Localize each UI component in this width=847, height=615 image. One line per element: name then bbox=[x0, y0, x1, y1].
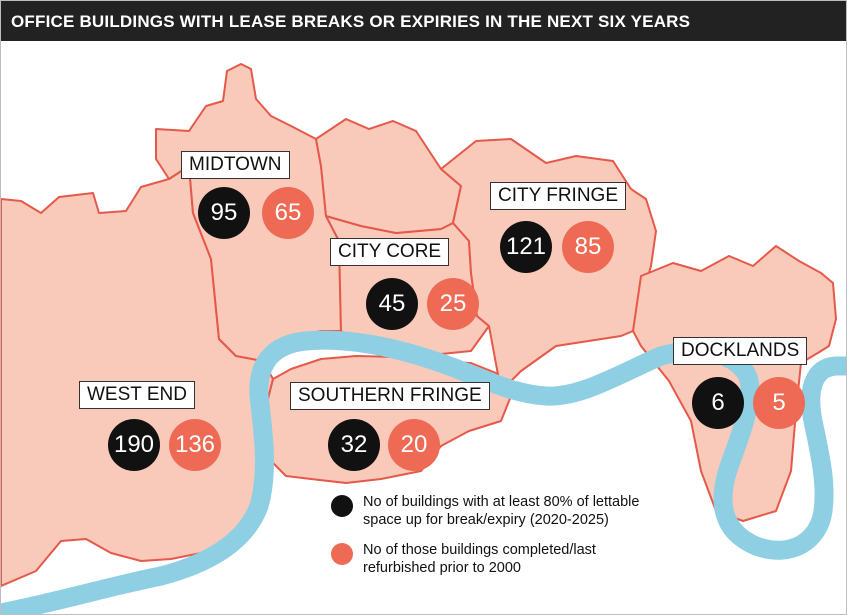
docklands-black-marker: 6 bbox=[692, 377, 744, 429]
west-end-red-marker: 136 bbox=[169, 419, 221, 471]
legend-red-line2: refurbished prior to 2000 bbox=[363, 560, 521, 576]
city-fringe-black-marker: 121 bbox=[500, 221, 552, 273]
legend-black-line1: No of buildings with at least 80% of let… bbox=[363, 494, 640, 510]
midtown-red-marker: 65 bbox=[262, 187, 314, 239]
midtown-black-marker: 95 bbox=[198, 187, 250, 239]
city-north-area bbox=[315, 118, 462, 234]
legend-black-line2: space up for break/expiry (2020-2025) bbox=[363, 512, 609, 528]
city-core-label: CITY CORE bbox=[330, 238, 450, 266]
west-end-black-marker: 190 bbox=[108, 419, 160, 471]
city-core-black-marker: 45 bbox=[366, 278, 418, 330]
city-fringe-label: CITY FRINGE bbox=[490, 182, 626, 210]
figure-title: OFFICE BUILDINGS WITH LEASE BREAKS OR EX… bbox=[11, 12, 691, 31]
southern-fringe-black-marker: 32 bbox=[328, 419, 380, 471]
city-core-red-marker: 25 bbox=[427, 278, 479, 330]
city-fringe-red-marker: 85 bbox=[562, 221, 614, 273]
docklands-red-marker: 5 bbox=[753, 377, 805, 429]
river-thames bbox=[1, 330, 846, 614]
legend-red-text: No of those buildings completed/last ref… bbox=[363, 541, 683, 577]
legend-red-line1: No of those buildings completed/last bbox=[363, 542, 596, 558]
title-bar: OFFICE BUILDINGS WITH LEASE BREAKS OR EX… bbox=[1, 1, 846, 41]
midtown-label: MIDTOWN bbox=[181, 151, 290, 179]
docklands-label: DOCKLANDS bbox=[673, 337, 808, 365]
west-end-label: WEST END bbox=[79, 381, 195, 409]
city-fringe-area bbox=[440, 138, 657, 392]
legend-black-text: No of buildings with at least 80% of let… bbox=[363, 493, 683, 529]
southern-fringe-red-marker: 20 bbox=[388, 419, 440, 471]
legend-black-dot bbox=[331, 495, 353, 517]
legend-red-dot bbox=[331, 543, 353, 565]
southern-fringe-label: SOUTHERN FRINGE bbox=[290, 382, 490, 410]
